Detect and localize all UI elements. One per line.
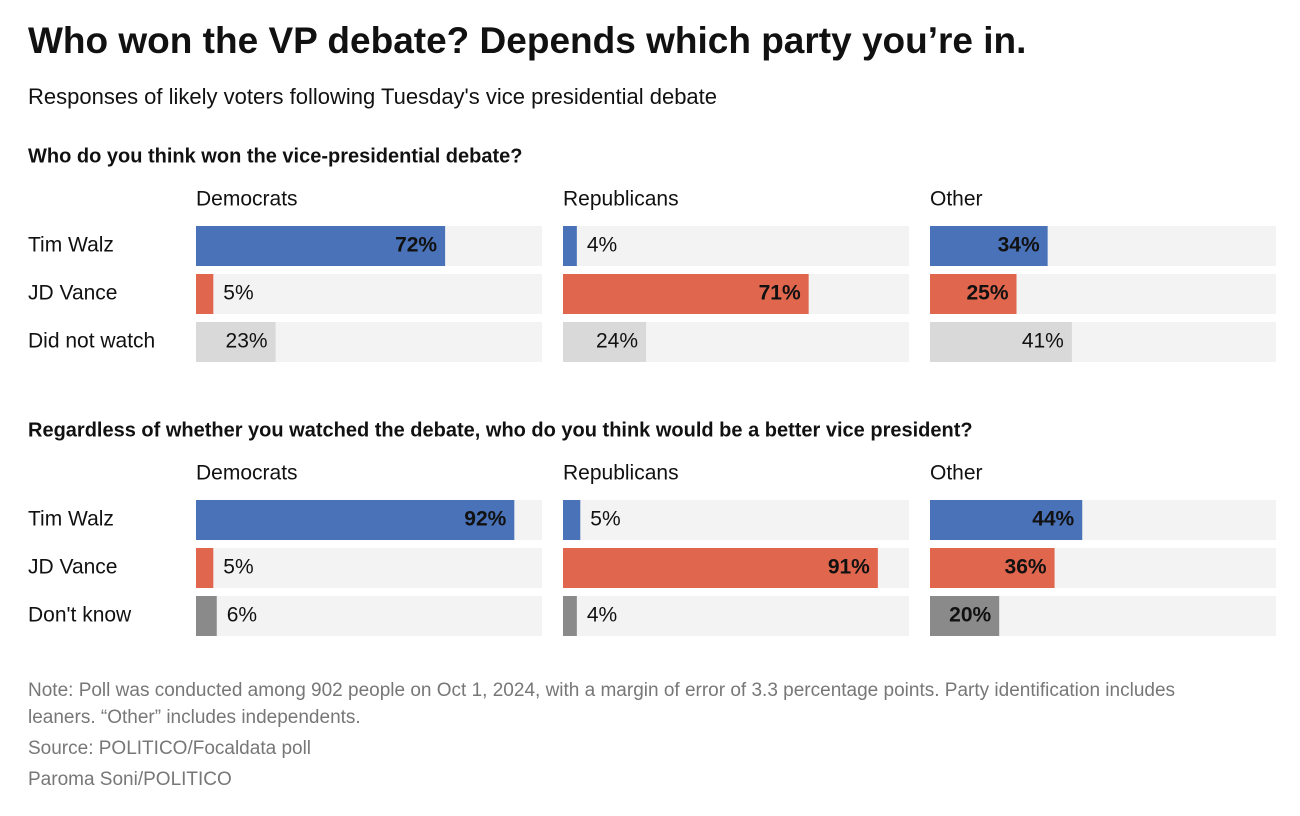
row-label: Don't know	[28, 604, 132, 627]
row-label: JD Vance	[28, 282, 118, 305]
notes: Note: Poll was conducted among 902 peopl…	[28, 677, 1243, 797]
credit: Paroma Soni/POLITICO	[28, 769, 232, 790]
bar	[563, 226, 577, 266]
bar	[930, 548, 1055, 588]
facet-title: Other	[930, 462, 983, 485]
value-label: 5%	[223, 282, 253, 305]
row-label: Did not watch	[28, 330, 155, 353]
value-label: 41%	[1022, 330, 1064, 353]
bar	[930, 274, 1017, 314]
value-label: 24%	[596, 330, 638, 353]
panel-title: Who do you think won the vice-presidenti…	[28, 145, 522, 167]
value-label: 92%	[464, 508, 506, 531]
bar	[930, 500, 1083, 540]
facet-title: Republicans	[563, 462, 679, 485]
bar-track	[196, 548, 542, 588]
value-label: 4%	[587, 234, 617, 257]
bar	[930, 226, 1048, 266]
facet-title: Other	[930, 188, 983, 211]
bar	[563, 322, 647, 362]
value-label: 6%	[227, 604, 257, 627]
bar	[930, 322, 1072, 362]
value-label: 72%	[395, 234, 437, 257]
value-label: 34%	[998, 234, 1040, 257]
facet-title: Democrats	[196, 188, 298, 211]
bar	[196, 274, 214, 314]
facet-title: Republicans	[563, 188, 679, 211]
facet-title: Democrats	[196, 462, 298, 485]
title: Who won the VP debate? Depends which par…	[28, 20, 1027, 61]
bar-track	[563, 226, 909, 266]
chart: Who do you think won the vice-presidenti…	[28, 145, 1276, 636]
value-label: 25%	[966, 282, 1008, 305]
row-label: Tim Walz	[28, 508, 114, 531]
bar	[196, 596, 217, 636]
value-label: 20%	[949, 604, 991, 627]
bar	[196, 500, 515, 540]
value-label: 36%	[1005, 556, 1047, 579]
subtitle: Responses of likely voters following Tue…	[28, 84, 718, 109]
value-label: 23%	[226, 330, 268, 353]
source: Source: POLITICO/Focaldata poll	[28, 738, 312, 759]
bar-track	[196, 274, 542, 314]
value-label: 4%	[587, 604, 617, 627]
bar	[196, 322, 276, 362]
bar-track	[196, 596, 542, 636]
row-label: JD Vance	[28, 556, 118, 579]
bar	[563, 596, 577, 636]
value-label: 91%	[828, 556, 870, 579]
bar	[563, 500, 581, 540]
value-label: 5%	[590, 508, 620, 531]
note: Note: Poll was conducted among 902 peopl…	[28, 680, 1176, 728]
bar	[196, 226, 446, 266]
bar	[563, 274, 809, 314]
row-label: Tim Walz	[28, 234, 114, 257]
bar	[930, 596, 1000, 636]
value-label: 71%	[759, 282, 801, 305]
bar-track	[563, 596, 909, 636]
value-label: 5%	[223, 556, 253, 579]
panel-title: Regardless of whether you watched the de…	[28, 419, 973, 441]
bar	[563, 548, 878, 588]
bar	[196, 548, 214, 588]
bar-track	[563, 500, 909, 540]
value-label: 44%	[1032, 508, 1074, 531]
